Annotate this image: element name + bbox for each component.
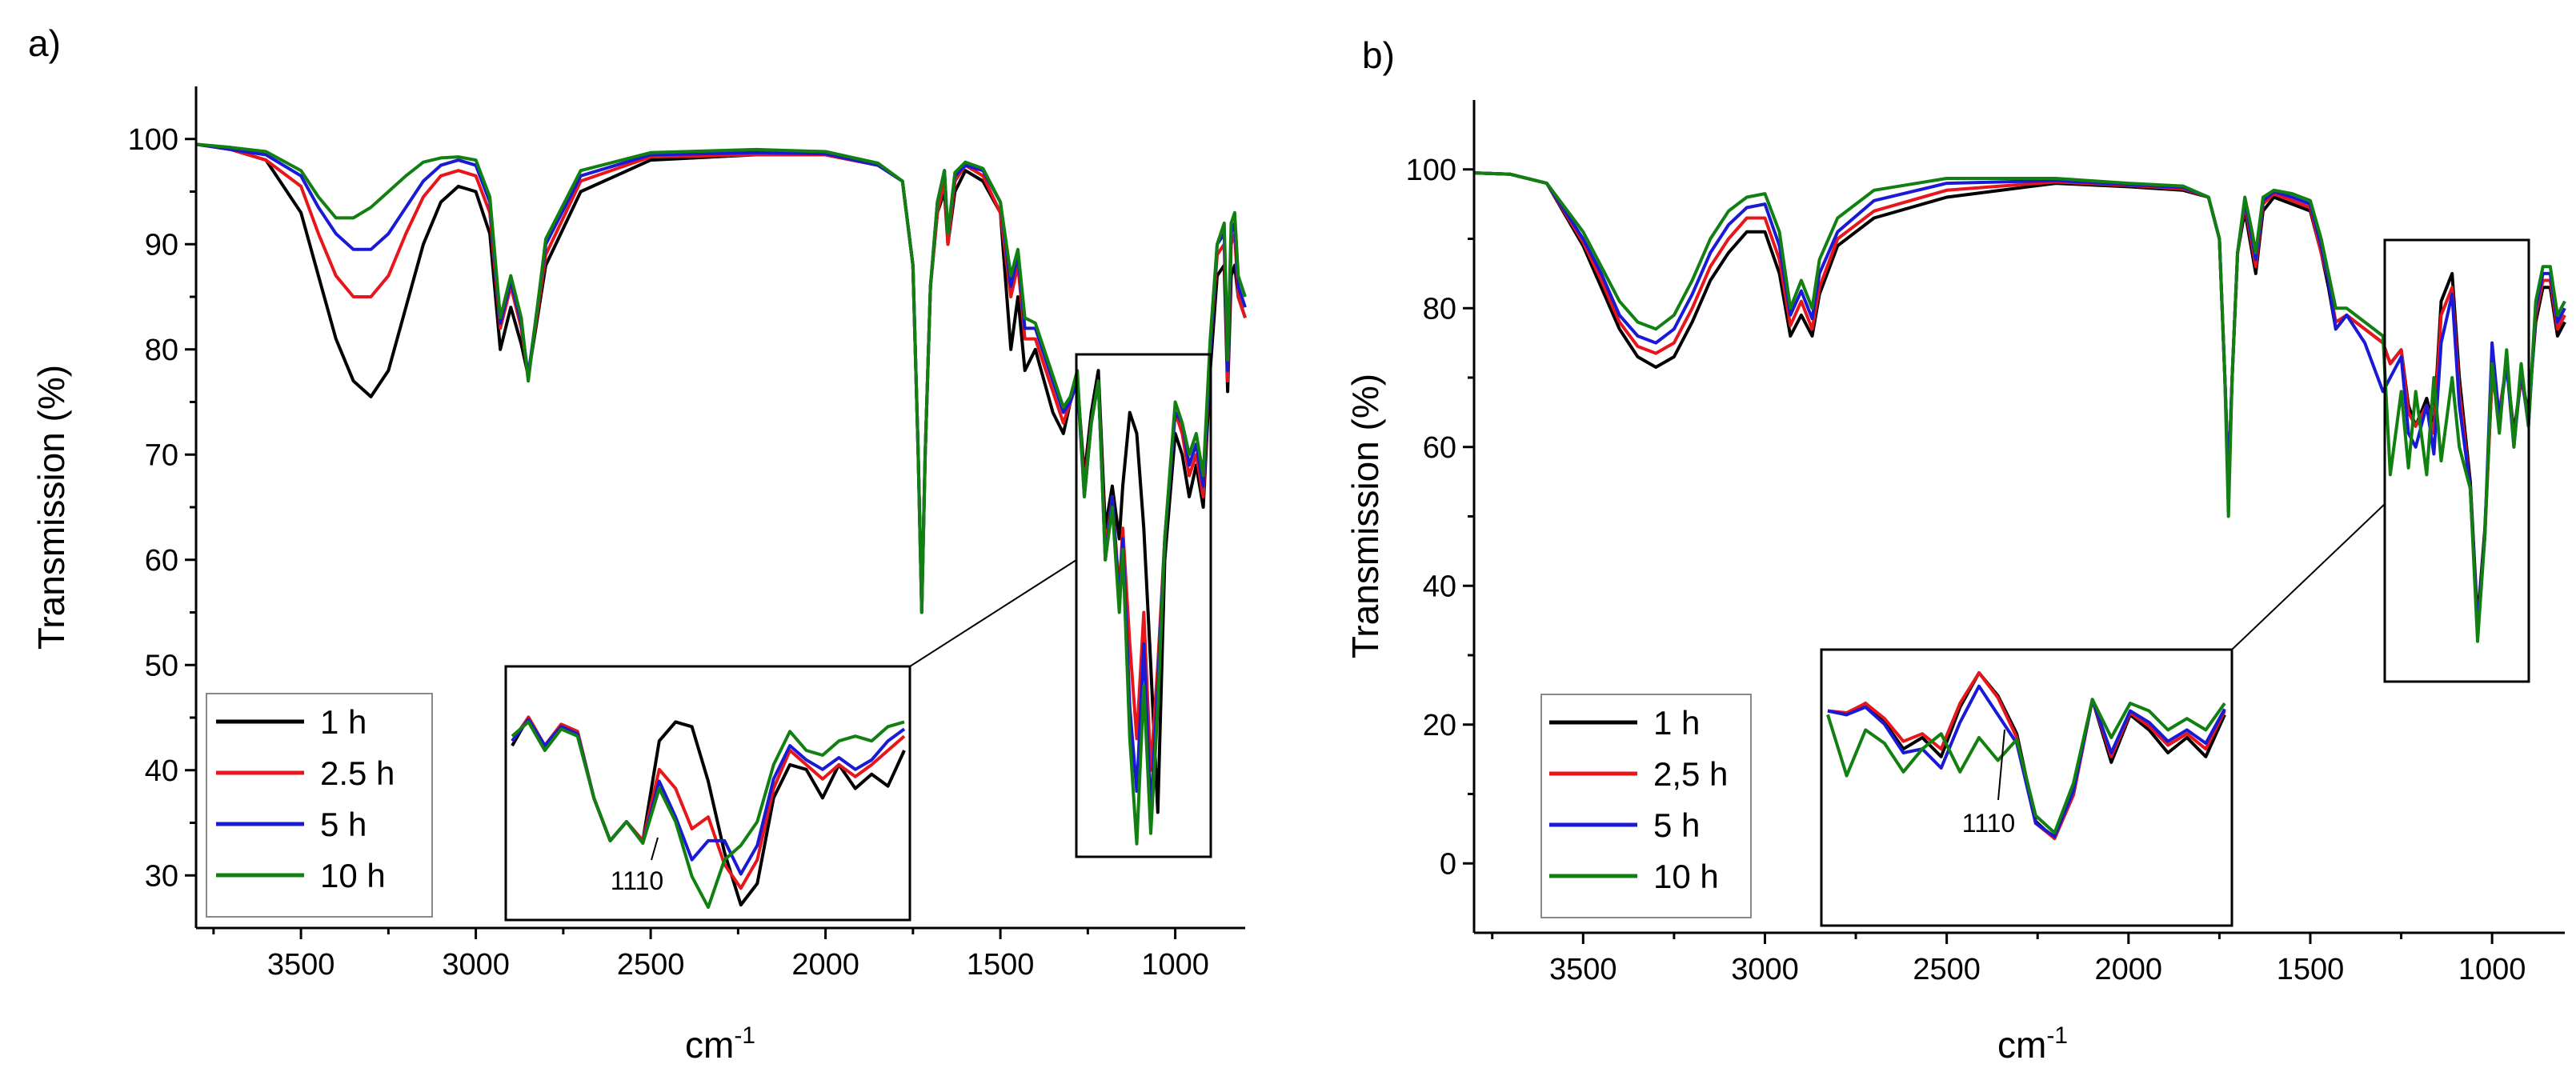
- b-x-tick-label: 1500: [2277, 953, 2345, 986]
- a-y-tick-label: 90: [145, 228, 178, 262]
- inset-series-10-h: [511, 720, 905, 910]
- b-x-tick-label: 3500: [1549, 953, 1617, 986]
- panel-a-inset-annotation-line: [651, 837, 659, 861]
- inset-series-5-h: [511, 718, 906, 876]
- panel-a-x-title: cm-1: [685, 1022, 755, 1066]
- legend-label: 5 h: [1653, 806, 1700, 844]
- a-y-tick-label: 70: [145, 438, 178, 472]
- panel-b-y-title: Transmission (%): [1344, 374, 1386, 658]
- a-y-tick-label: 40: [145, 754, 178, 788]
- panel-b-zoom-connector: [2231, 503, 2386, 650]
- panel-a: a) 3500 3000 2500 2000 1500 1000 30 40 50 60 70 80 9…: [28, 22, 1247, 1066]
- panel-a-plot-area: [195, 142, 1247, 846]
- panel-a-zoom-frame: [1075, 353, 1212, 858]
- b-x-tick-label: 3000: [1731, 953, 1799, 986]
- inset-series-2-5-h: [511, 715, 906, 890]
- panel-a-y-title: Transmission (%): [30, 365, 72, 650]
- b-y-tick-label: 0: [1440, 847, 1456, 881]
- legend-label: 2.5 h: [320, 754, 395, 792]
- panel-a-ticks: 3500 3000 2500 2000 1500 1000 30 40 50 60 70 80 90 10…: [128, 123, 1209, 982]
- panel-a-legend: [206, 693, 433, 918]
- b-y-tick-label: 40: [1423, 570, 1456, 603]
- b-y-tick-label: 100: [1406, 154, 1456, 187]
- panel-b-ticks: 3500 3000 2500 2000 1500 1000 0 20 40 60 80 100: [1406, 154, 2526, 986]
- panel-b-legend-entries: 1 h 2,5 h 5 h 10 h: [1549, 704, 1728, 895]
- panel-b-x-title: cm-1: [1997, 1022, 2068, 1066]
- a-x-tick-label: 3500: [267, 948, 335, 982]
- a-y-tick-label: 80: [145, 334, 178, 367]
- series-10-h: [195, 142, 1247, 846]
- a-y-tick-label: 30: [145, 859, 178, 893]
- panel-b-inset: [1826, 671, 2226, 841]
- panel-a-inset: [511, 715, 906, 910]
- panel-b-legend: [1540, 694, 1752, 918]
- panel-a-inset-annotation: 1110: [611, 866, 663, 895]
- legend-label: 10 h: [320, 857, 386, 894]
- panel-b-label: b): [1362, 34, 1395, 76]
- panel-b-inset-annotation: 1110: [1962, 809, 2015, 838]
- panel-a-label: a): [28, 22, 61, 64]
- b-x-tick-label: 1000: [2458, 953, 2526, 986]
- panel-b-inset-annotation-line: [1997, 729, 2005, 801]
- panel-b: b) 3500 3000 2500 2000 1500 1000020406080100 …: [1344, 34, 2566, 1066]
- a-y-tick-label: 50: [145, 649, 178, 682]
- a-y-tick-label: 60: [145, 544, 178, 578]
- a-x-tick-label: 2000: [791, 948, 859, 982]
- b-y-tick-label: 80: [1423, 292, 1456, 326]
- a-y-tick-label: 100: [128, 123, 178, 157]
- legend-label: 10 h: [1653, 858, 1719, 895]
- b-x-tick-label: 2500: [1913, 953, 1981, 986]
- legend-label: 1 h: [1653, 704, 1700, 742]
- legend-label: 2,5 h: [1653, 755, 1728, 793]
- panel-a-legend-entries: 1 h 2.5 h 5 h 10 h: [216, 703, 395, 894]
- series-10-h: [1473, 171, 2566, 643]
- a-x-tick-label: 1000: [1141, 948, 1209, 982]
- panel-a-zoom-connector: [909, 559, 1077, 667]
- b-x-tick-label: 2000: [2095, 953, 2163, 986]
- b-y-tick-label: 60: [1423, 431, 1456, 465]
- a-x-tick-label: 1500: [967, 948, 1035, 982]
- panel-b-zoom-frame: [2383, 238, 2530, 683]
- a-x-tick-label: 2500: [617, 948, 685, 982]
- b-y-tick-label: 20: [1423, 709, 1456, 742]
- panel-b-plot-area: [1473, 171, 2566, 643]
- series-1-h: [195, 142, 1247, 814]
- inset-series-10-h: [1826, 698, 2226, 834]
- series-5-h: [195, 142, 1247, 814]
- a-x-tick-label: 3000: [442, 948, 510, 982]
- legend-label: 5 h: [320, 806, 367, 843]
- legend-label: 1 h: [320, 703, 367, 741]
- panel-a-inset-frame: [504, 665, 911, 922]
